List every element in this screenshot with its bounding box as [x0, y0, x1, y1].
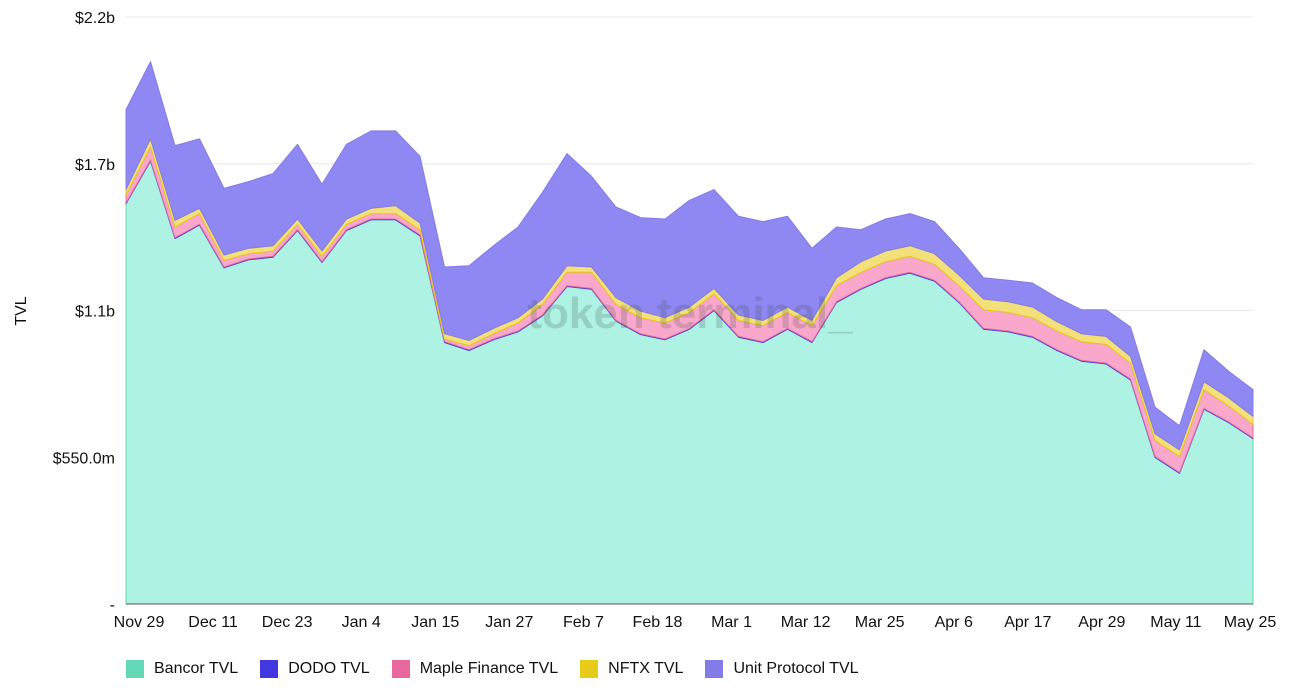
x-tick-label: Dec 23: [262, 614, 313, 631]
x-tick-label: Apr 17: [1004, 614, 1051, 631]
x-tick-label: Mar 25: [855, 614, 905, 631]
x-tick-label: Jan 15: [411, 614, 459, 631]
x-tick-label: Apr 29: [1078, 614, 1125, 631]
watermark: token terminal_: [527, 289, 853, 338]
legend-swatch: [260, 660, 279, 678]
legend-label: DODO TVL: [288, 660, 370, 677]
area-unit-protocol-tvl: [125, 61, 1254, 451]
tvl-stacked-area-chart: - $550.0m $1.1b $1.7b $2.2b Nov 29 Dec 11 Dec 2…: [13, 10, 1277, 631]
x-tick-label: May 11: [1150, 614, 1201, 631]
x-tick-label: May 25: [1224, 614, 1277, 631]
x-tick-label: Mar 1: [711, 614, 752, 631]
legend-label: Unit Protocol TVL: [733, 660, 859, 677]
x-tick-label: Feb 7: [563, 614, 604, 631]
y-axis-label: TVL: [13, 296, 30, 325]
legend-item[interactable]: DODO TVL: [260, 660, 370, 678]
y-tick-label: -: [110, 597, 115, 614]
stacked-areas: [125, 61, 1254, 605]
x-tick-label: Nov 29: [114, 614, 165, 631]
x-tick-label: Apr 6: [935, 614, 973, 631]
legend-swatch: [580, 660, 599, 678]
legend-item[interactable]: Bancor TVL: [126, 660, 238, 678]
legend-label: Maple Finance TVL: [419, 660, 559, 677]
legend: Bancor TVL DODO TVL Maple Finance TVL NFTX …: [126, 660, 859, 678]
legend-swatch: [391, 660, 410, 678]
legend-item[interactable]: NFTX TVL: [580, 660, 683, 678]
legend-item[interactable]: Maple Finance TVL: [391, 660, 559, 678]
x-tick-label: Mar 12: [781, 614, 831, 631]
legend-item[interactable]: Unit Protocol TVL: [705, 660, 859, 678]
y-tick-label: $1.7b: [75, 157, 115, 174]
legend-label: NFTX TVL: [608, 660, 684, 677]
y-tick-label: $2.2b: [75, 10, 115, 27]
x-tick-label: Feb 18: [633, 614, 683, 631]
legend-label: Bancor TVL: [154, 660, 239, 677]
y-tick-label: $1.1b: [75, 304, 115, 321]
legend-swatch: [705, 660, 724, 678]
legend-swatch: [126, 660, 144, 678]
x-tick-label: Jan 4: [342, 614, 381, 631]
y-tick-label: $550.0m: [53, 450, 115, 467]
axes: - $550.0m $1.1b $1.7b $2.2b Nov 29 Dec 11 Dec 2…: [53, 10, 1277, 631]
x-tick-label: Dec 11: [188, 614, 238, 631]
x-tick-label: Jan 27: [485, 614, 533, 631]
